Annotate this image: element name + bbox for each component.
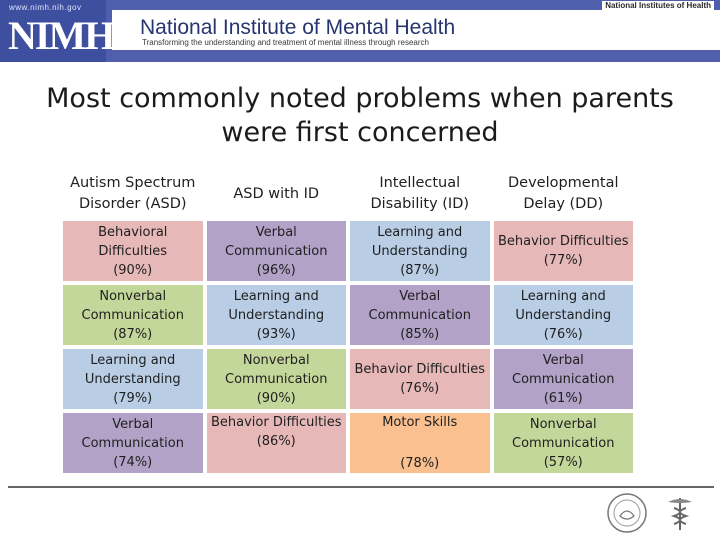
footer-divider xyxy=(8,486,714,488)
cell-label: Motor Skills xyxy=(382,415,458,430)
table-cell: Nonverbal Communication (90%) xyxy=(206,349,346,409)
parent-org-label: National Institutes of Health xyxy=(602,1,714,10)
cell-label: Verbal Communication xyxy=(512,352,615,387)
cell-label: Behavior Difficulties xyxy=(354,362,486,377)
table-row: Behavioral Difficulties (90%) Verbal Comm… xyxy=(63,221,633,281)
table-cell: Behavior Difficulties (77%) xyxy=(493,221,633,281)
cell-percent: (87%) xyxy=(113,326,153,342)
cell-percent: (96%) xyxy=(256,262,296,278)
cell-label: Verbal Communication xyxy=(368,288,471,323)
table-row: Verbal Communication (74%) Behavior Diffi… xyxy=(63,413,633,473)
header-title-area: National Institutes of Health National I… xyxy=(112,1,720,50)
cell-percent: (57%) xyxy=(543,454,583,470)
cell-percent: (87%) xyxy=(400,262,440,278)
cell-percent: (85%) xyxy=(400,326,440,342)
cell-label: Nonverbal Communication xyxy=(512,416,615,451)
logo-text: NIMH xyxy=(8,13,115,58)
column-header-asd-id: ASD with ID xyxy=(233,185,320,202)
cell-label: Learning and Understanding xyxy=(515,288,612,323)
slide-title: Most commonly noted problems when parent… xyxy=(46,83,674,148)
cell-percent: (61%) xyxy=(543,390,583,406)
cell-percent: (90%) xyxy=(256,390,296,406)
table-cell: Motor Skills (78%) xyxy=(350,413,490,473)
table-cell: Learning and Understanding (93%) xyxy=(206,285,346,345)
cell-label: Behavioral Difficulties xyxy=(98,224,168,259)
problems-table: Autism Spectrum Disorder (ASD) ASD with … xyxy=(59,167,637,477)
cell-percent: (93%) xyxy=(256,326,296,342)
cell-label: Learning and Understanding xyxy=(371,224,468,259)
table-cell: Behavior Difficulties (86%) xyxy=(206,413,346,473)
table-row: Nonverbal Communication (87%) Learning an… xyxy=(63,285,633,345)
cell-percent: (79%) xyxy=(113,390,153,406)
cell-stack: Motor Skills (78%) xyxy=(352,413,488,473)
header-banner: www.nimh.nih.gov NIMH National Institute… xyxy=(0,0,720,62)
site-url[interactable]: www.nimh.nih.gov xyxy=(9,3,82,12)
org-name: National Institute of Mental Health xyxy=(140,16,456,39)
cell-percent: (86%) xyxy=(256,434,296,449)
table-cell: Verbal Communication (74%) xyxy=(63,413,203,473)
cell-percent: (78%) xyxy=(400,456,440,471)
table-cell: Behavior Difficulties (76%) xyxy=(350,349,490,409)
org-tagline: Transforming the understanding and treat… xyxy=(142,38,429,47)
table-cell: Verbal Communication (85%) xyxy=(350,285,490,345)
cell-percent: (76%) xyxy=(543,326,583,342)
column-header-dd: Developmental Delay (DD) xyxy=(507,175,619,212)
column-header-asd: Autism Spectrum Disorder (ASD) xyxy=(70,175,196,212)
cell-percent: (90%) xyxy=(113,262,153,278)
hhs-seal-icon xyxy=(607,493,647,533)
cell-percent: (77%) xyxy=(543,253,583,268)
table-row: Learning and Understanding (79%) Nonverba… xyxy=(63,349,633,409)
table-cell: Learning and Understanding (76%) xyxy=(493,285,633,345)
table-cell: Learning and Understanding (87%) xyxy=(350,221,490,281)
cell-percent: (74%) xyxy=(113,454,153,470)
cell-label: Behavior Difficulties xyxy=(210,415,342,430)
cell-label: Behavior Difficulties xyxy=(497,234,629,249)
column-header-id: Intellectual Disability (ID) xyxy=(370,175,470,212)
cell-label: Verbal Communication xyxy=(81,416,184,451)
table-cell: Behavioral Difficulties (90%) xyxy=(63,221,203,281)
cell-label: Verbal Communication xyxy=(225,224,328,259)
nimh-logo[interactable]: www.nimh.nih.gov NIMH xyxy=(0,0,115,62)
table-cell: Nonverbal Communication (87%) xyxy=(63,285,203,345)
table-cell: Verbal Communication (96%) xyxy=(206,221,346,281)
cell-label: Nonverbal Communication xyxy=(225,352,328,387)
table-cell: Learning and Understanding (79%) xyxy=(63,349,203,409)
cell-percent: (76%) xyxy=(400,381,440,396)
cell-label: Learning and Understanding xyxy=(84,352,181,387)
cell-label: Learning and Understanding xyxy=(228,288,325,323)
caduceus-icon xyxy=(668,498,692,530)
table-cell: Nonverbal Communication (57%) xyxy=(493,413,633,473)
table-cell: Verbal Communication (61%) xyxy=(493,349,633,409)
cell-label: Nonverbal Communication xyxy=(81,288,184,323)
table-header-row: Autism Spectrum Disorder (ASD) ASD with … xyxy=(63,171,633,217)
